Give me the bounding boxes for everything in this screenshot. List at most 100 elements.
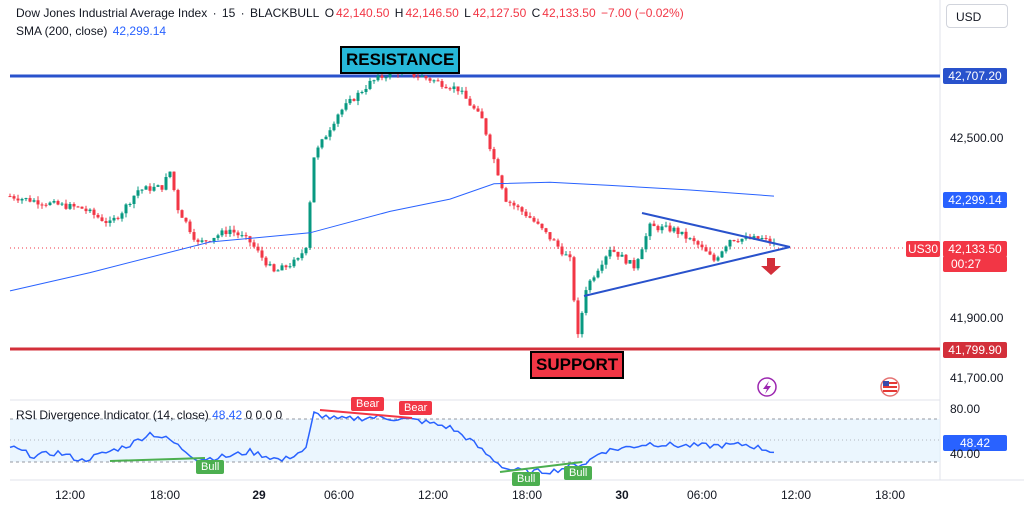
candle-body[interactable] (524, 211, 528, 217)
candle-body[interactable] (512, 202, 516, 206)
candle-body[interactable] (520, 207, 524, 212)
candle-body[interactable] (552, 239, 556, 241)
candle-body[interactable] (664, 225, 668, 227)
candle-body[interactable] (364, 88, 368, 93)
resistance-label[interactable]: RESISTANCE (340, 46, 461, 74)
candle-body[interactable] (736, 241, 740, 243)
candle-body[interactable] (416, 76, 420, 78)
candle-body[interactable] (300, 253, 304, 259)
candle-body[interactable] (712, 254, 716, 261)
candle-body[interactable] (320, 139, 324, 148)
candle-body[interactable] (76, 206, 80, 208)
candle-body[interactable] (296, 258, 300, 260)
candle-body[interactable] (700, 244, 704, 248)
candle-body[interactable] (604, 256, 608, 265)
candle-body[interactable] (140, 189, 144, 191)
candle-body[interactable] (500, 175, 504, 189)
candle-body[interactable] (732, 239, 736, 242)
candle-body[interactable] (612, 249, 616, 252)
candle-body[interactable] (652, 223, 656, 227)
candle-body[interactable] (12, 196, 16, 199)
candle-body[interactable] (636, 259, 640, 269)
candle-body[interactable] (704, 247, 708, 252)
candle-body[interactable] (160, 185, 164, 190)
candle-body[interactable] (560, 246, 564, 255)
candle-body[interactable] (224, 230, 228, 235)
candle-body[interactable] (656, 226, 660, 231)
candle-body[interactable] (164, 177, 168, 190)
candle-body[interactable] (716, 257, 720, 261)
candle-body[interactable] (136, 190, 140, 196)
candle-body[interactable] (444, 86, 448, 89)
candle-body[interactable] (676, 227, 680, 234)
candle-body[interactable] (64, 203, 68, 209)
candle-body[interactable] (100, 217, 104, 222)
candle-body[interactable] (556, 240, 560, 247)
candle-body[interactable] (156, 185, 160, 187)
candle-body[interactable] (428, 78, 432, 81)
lightning-icon[interactable] (757, 377, 777, 397)
candle-body[interactable] (72, 204, 76, 207)
candle-body[interactable] (120, 213, 124, 219)
candle-body[interactable] (756, 236, 760, 240)
candle-body[interactable] (672, 227, 676, 232)
candle-body[interactable] (220, 230, 224, 236)
candle-body[interactable] (432, 80, 436, 82)
candle-body[interactable] (68, 204, 72, 209)
candle-body[interactable] (588, 280, 592, 291)
candle-body[interactable] (272, 264, 276, 272)
candle-body[interactable] (40, 204, 44, 206)
candle-body[interactable] (684, 231, 688, 239)
candle-body[interactable] (600, 264, 604, 271)
candle-body[interactable] (196, 239, 200, 242)
candle-body[interactable] (340, 109, 344, 115)
candle-body[interactable] (688, 238, 692, 240)
candle-body[interactable] (248, 236, 252, 243)
candle-body[interactable] (648, 223, 652, 237)
candle-body[interactable] (496, 159, 500, 176)
candle-body[interactable] (252, 242, 256, 247)
candle-body[interactable] (60, 203, 64, 205)
candle-body[interactable] (56, 201, 60, 205)
candle-body[interactable] (8, 196, 12, 198)
candle-body[interactable] (424, 75, 428, 79)
candle-body[interactable] (564, 254, 568, 256)
candle-body[interactable] (692, 238, 696, 242)
candle-body[interactable] (488, 134, 492, 150)
candle-body[interactable] (576, 300, 580, 335)
candle-body[interactable] (124, 204, 128, 214)
candle-body[interactable] (168, 171, 172, 178)
candle-body[interactable] (708, 251, 712, 255)
candle-body[interactable] (752, 236, 756, 239)
candle-body[interactable] (264, 257, 268, 266)
candle-body[interactable] (88, 209, 92, 212)
candle-body[interactable] (668, 225, 672, 232)
candle-body[interactable] (596, 270, 600, 278)
candle-body[interactable] (540, 223, 544, 229)
candle-body[interactable] (268, 264, 272, 266)
candle-body[interactable] (624, 254, 628, 264)
candle-body[interactable] (236, 232, 240, 236)
candle-body[interactable] (420, 75, 424, 77)
candle-body[interactable] (448, 88, 452, 90)
candle-body[interactable] (536, 221, 540, 224)
candle-body[interactable] (584, 290, 588, 313)
candle-body[interactable] (188, 221, 192, 233)
candle-body[interactable] (144, 186, 148, 190)
triangle-lower-line[interactable] (583, 246, 791, 297)
candle-body[interactable] (480, 111, 484, 119)
candle-body[interactable] (244, 235, 248, 237)
sma-legend[interactable]: SMA (200, close) 42,299.14 (16, 24, 168, 38)
candle-body[interactable] (260, 250, 264, 258)
candle-body[interactable] (176, 190, 180, 211)
candle-body[interactable] (632, 260, 636, 269)
candle-body[interactable] (544, 228, 548, 233)
candle-body[interactable] (368, 80, 372, 89)
candle-body[interactable] (548, 232, 552, 240)
candle-body[interactable] (308, 202, 312, 248)
candle-body[interactable] (184, 217, 188, 222)
candle-body[interactable] (532, 217, 536, 222)
candle-body[interactable] (376, 75, 380, 81)
candle-body[interactable] (456, 86, 460, 92)
